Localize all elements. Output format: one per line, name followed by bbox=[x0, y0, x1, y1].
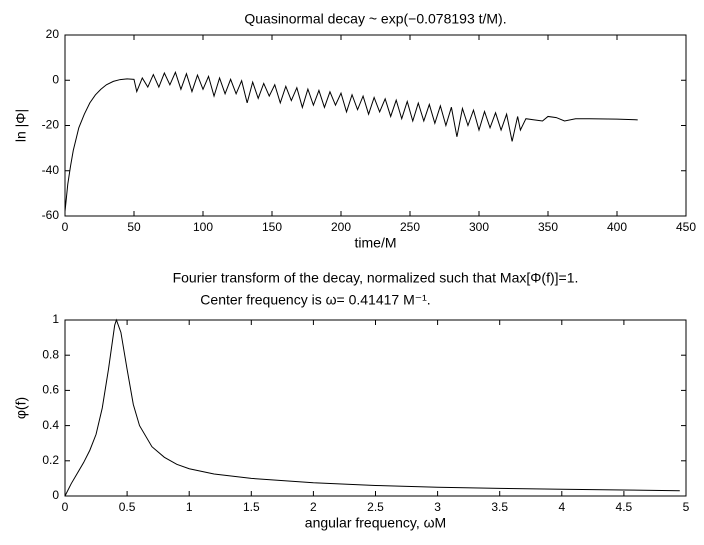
y-axis-label: φ(f) bbox=[13, 397, 29, 419]
x-tick-label: 0.5 bbox=[119, 500, 136, 514]
y-tick-label: 0.4 bbox=[42, 418, 59, 432]
x-tick-label: 350 bbox=[538, 220, 558, 234]
axes-box bbox=[64, 319, 687, 497]
x-tick-label: 2 bbox=[310, 500, 317, 514]
x-tick-label: 4 bbox=[558, 500, 565, 514]
x-tick-label: 100 bbox=[193, 220, 213, 234]
y-tick-label: -60 bbox=[42, 208, 60, 222]
x-tick-label: 400 bbox=[607, 220, 627, 234]
x-tick-label: 50 bbox=[127, 220, 141, 234]
x-tick-label: 450 bbox=[676, 220, 696, 234]
x-tick-label: 5 bbox=[683, 500, 690, 514]
x-axis-label: angular frequency, ωM bbox=[305, 515, 446, 531]
x-tick-label: 300 bbox=[469, 220, 489, 234]
x-tick-label: 0 bbox=[62, 220, 69, 234]
x-tick-label: 4.5 bbox=[616, 500, 633, 514]
data-line bbox=[64, 70, 638, 212]
chart-subtitle: Center frequency is ω= 0.41417 M⁻¹. bbox=[200, 292, 430, 308]
y-tick-label: 0.6 bbox=[42, 383, 59, 397]
y-tick-label: 0.2 bbox=[42, 453, 59, 467]
y-tick-label: 1 bbox=[52, 312, 59, 326]
x-tick-label: 1.5 bbox=[243, 500, 260, 514]
x-tick-label: 0 bbox=[62, 500, 69, 514]
x-tick-label: 250 bbox=[400, 220, 420, 234]
x-axis-label: time/M bbox=[355, 235, 397, 251]
y-tick-label: 0 bbox=[52, 72, 59, 86]
x-tick-label: 200 bbox=[331, 220, 351, 234]
y-tick-label: 0 bbox=[52, 488, 59, 502]
y-tick-label: 0.8 bbox=[42, 347, 59, 361]
x-tick-label: 150 bbox=[262, 220, 282, 234]
axes-box bbox=[64, 34, 687, 217]
x-tick-label: 1 bbox=[186, 500, 193, 514]
y-tick-label: 20 bbox=[46, 27, 60, 41]
y-tick-label: -20 bbox=[42, 118, 60, 132]
y-tick-label: -40 bbox=[42, 163, 60, 177]
y-axis-label: ln |Φ| bbox=[13, 109, 29, 142]
data-line bbox=[64, 318, 680, 497]
chart-title: Fourier transform of the decay, normaliz… bbox=[173, 270, 579, 286]
x-tick-label: 3 bbox=[434, 500, 441, 514]
x-tick-label: 3.5 bbox=[491, 500, 508, 514]
x-tick-label: 2.5 bbox=[367, 500, 384, 514]
chart-title: Quasinormal decay ~ exp(−0.078193 t/M). bbox=[244, 11, 506, 27]
